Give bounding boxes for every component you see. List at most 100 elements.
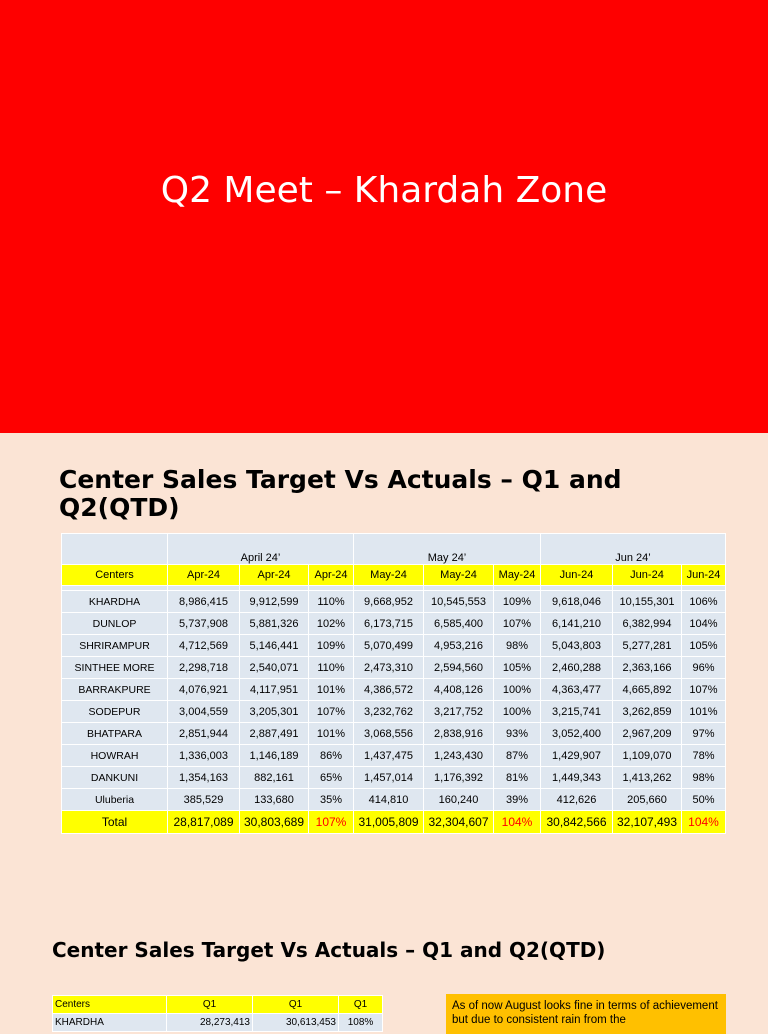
center-name-cell: SINTHEE MORE	[61, 656, 168, 679]
value-cell: 4,953,216	[423, 634, 494, 657]
value-cell: 102%	[308, 612, 354, 635]
value-cell: 78%	[681, 744, 726, 767]
value-cell: 2,298,718	[167, 656, 240, 679]
value-cell: 101%	[681, 700, 726, 723]
value-cell: 3,262,859	[612, 700, 682, 723]
value-cell: 1,146,189	[239, 744, 309, 767]
table-row: DANKUNI 1,354,163 882,161 65% 1,457,014 1,176…	[61, 766, 726, 789]
value-cell: 107%	[308, 700, 354, 723]
center-name-cell: DUNLOP	[61, 612, 168, 635]
value-cell: 9,618,046	[540, 590, 613, 613]
total-row: Total 28,817,089 30,803,689 107% 31,005,809 3…	[61, 810, 726, 834]
value-cell: 5,043,803	[540, 634, 613, 657]
value-cell: 9,912,599	[239, 590, 309, 613]
value-cell: 1,109,070	[612, 744, 682, 767]
value-cell: 1,429,907	[540, 744, 613, 767]
column-header: May-24	[493, 564, 541, 586]
value-cell: 87%	[493, 744, 541, 767]
total-value-cell: 28,817,089	[167, 810, 240, 834]
value-cell: 107%	[493, 612, 541, 635]
total-value-cell: 32,304,607	[423, 810, 494, 834]
total-value-cell: 104%	[681, 810, 726, 834]
column-header: Jun-24	[612, 564, 682, 586]
value-cell: 1,243,430	[423, 744, 494, 767]
value-cell: 385,529	[167, 788, 240, 811]
value-cell: 98%	[493, 634, 541, 657]
value-cell: 5,070,499	[353, 634, 424, 657]
value-cell: 2,540,071	[239, 656, 309, 679]
value-cell: 109%	[493, 590, 541, 613]
total-value-cell: 31,005,809	[353, 810, 424, 834]
value-cell: 98%	[681, 766, 726, 789]
total-value-cell: 107%	[308, 810, 354, 834]
value-cell: 50%	[681, 788, 726, 811]
value-cell: 1,336,003	[167, 744, 240, 767]
column-header: Apr-24	[308, 564, 354, 586]
value-cell: 110%	[308, 656, 354, 679]
month-group-header: May 24’	[353, 533, 541, 565]
value-cell: 3,217,752	[423, 700, 494, 723]
value-cell: 414,810	[353, 788, 424, 811]
value-cell: 6,141,210	[540, 612, 613, 635]
q-heading: Center Sales Target Vs Actuals – Q1 and …	[52, 938, 606, 962]
value-cell: 100%	[493, 700, 541, 723]
center-name-cell: HOWRAH	[61, 744, 168, 767]
value-cell: 3,205,301	[239, 700, 309, 723]
value-cell: 9,668,952	[353, 590, 424, 613]
value-cell: 4,408,126	[423, 678, 494, 701]
value-cell: 882,161	[239, 766, 309, 789]
sales-table: April 24’ May 24’ Jun 24’ Centers Apr-24 Apr-…	[61, 533, 726, 834]
value-cell: 6,382,994	[612, 612, 682, 635]
value-cell: 160,240	[423, 788, 494, 811]
value-cell: 110%	[308, 590, 354, 613]
value-cell: 3,068,556	[353, 722, 424, 745]
value-cell: 133,680	[239, 788, 309, 811]
table-row: Uluberia 385,529 133,680 35% 414,810 160,240 3…	[61, 788, 726, 811]
value-cell: 1,176,392	[423, 766, 494, 789]
slide-title: Q2 Meet – Khardah Zone	[160, 170, 608, 211]
value-cell: 3,215,741	[540, 700, 613, 723]
value-cell: 1,457,014	[353, 766, 424, 789]
value-cell: 4,386,572	[353, 678, 424, 701]
value-cell: 4,712,569	[167, 634, 240, 657]
value-cell: 5,881,326	[239, 612, 309, 635]
table-row: KHARDHA 8,986,415 9,912,599 110% 9,668,952 10…	[61, 590, 726, 613]
center-name-cell: Uluberia	[61, 788, 168, 811]
group-empty-cell	[61, 533, 168, 565]
total-value-cell: 104%	[493, 810, 541, 834]
sales-slide: Center Sales Target Vs Actuals – Q1 and …	[0, 433, 768, 1034]
value-cell: 2,363,166	[612, 656, 682, 679]
q1-value-cell: 30,613,453	[252, 1013, 339, 1032]
value-cell: 2,473,310	[353, 656, 424, 679]
q1-header-row: Centers Q1 Q1 Q1	[52, 995, 383, 1014]
value-cell: 101%	[308, 722, 354, 745]
value-cell: 96%	[681, 656, 726, 679]
sales-heading: Center Sales Target Vs Actuals – Q1 and …	[59, 466, 699, 522]
total-value-cell: 30,803,689	[239, 810, 309, 834]
value-cell: 2,887,491	[239, 722, 309, 745]
value-cell: 1,354,163	[167, 766, 240, 789]
value-cell: 2,851,944	[167, 722, 240, 745]
table-row: BARRAKPURE 4,076,921 4,117,951 101% 4,386,57…	[61, 678, 726, 701]
q1-value-cell: 108%	[338, 1013, 383, 1032]
column-header: Apr-24	[167, 564, 240, 586]
value-cell: 97%	[681, 722, 726, 745]
month-group-header: Jun 24’	[540, 533, 726, 565]
column-header-row: Centers Apr-24 Apr-24 Apr-24 May-24 May-24 May…	[61, 564, 726, 586]
q1-column-header: Q1	[252, 995, 339, 1014]
value-cell: 93%	[493, 722, 541, 745]
value-cell: 104%	[681, 612, 726, 635]
table-row: DUNLOP 5,737,908 5,881,326 102% 6,173,715 6,5…	[61, 612, 726, 635]
value-cell: 105%	[493, 656, 541, 679]
q1-value-cell: 28,273,413	[166, 1013, 253, 1032]
value-cell: 5,737,908	[167, 612, 240, 635]
sales-heading-line2: Q2(QTD)	[59, 493, 180, 522]
value-cell: 2,967,209	[612, 722, 682, 745]
value-cell: 412,626	[540, 788, 613, 811]
table-row: SINTHEE MORE 2,298,718 2,540,071 110% 2,473,…	[61, 656, 726, 679]
month-group-header: April 24’	[167, 533, 354, 565]
value-cell: 106%	[681, 590, 726, 613]
value-cell: 39%	[493, 788, 541, 811]
value-cell: 3,004,559	[167, 700, 240, 723]
table-row: BHATPARA 2,851,944 2,887,491 101% 3,068,556 2…	[61, 722, 726, 745]
